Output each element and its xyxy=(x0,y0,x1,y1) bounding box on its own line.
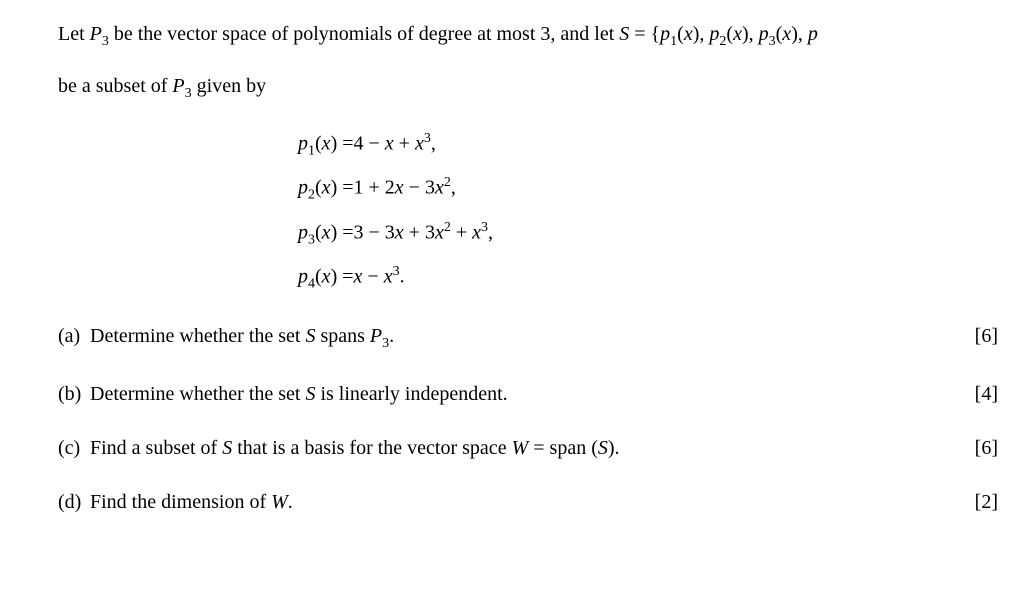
equation-p4: p4(x) =x − x3. xyxy=(298,262,1006,294)
part-a-body: Determine whether the set S spans P3. xyxy=(90,322,394,354)
part-a-marks: [6] xyxy=(975,322,998,350)
part-a-text: (a) Determine whether the set S spans P3… xyxy=(58,322,394,354)
part-a-label: (a) xyxy=(58,322,90,350)
part-d-body: Find the dimension of W. xyxy=(90,488,293,516)
part-c-label: (c) xyxy=(58,434,90,462)
intro-line-2: be a subset of P3 given by xyxy=(58,72,1006,104)
part-c-row: (c) Find a subset of S that is a basis f… xyxy=(58,434,1006,462)
intro-text-2: be a subset of P3 given by xyxy=(58,75,266,97)
part-d-text: (d) Find the dimension of W. xyxy=(58,488,293,516)
part-b-row: (b) Determine whether the set S is linea… xyxy=(58,380,1006,408)
equation-p2: p2(x) =1 + 2x − 3x2, xyxy=(298,173,1006,205)
part-a-row: (a) Determine whether the set S spans P3… xyxy=(58,322,1006,354)
part-d-marks: [2] xyxy=(975,488,998,516)
part-d-label: (d) xyxy=(58,488,90,516)
intro-text: Let P3 be the vector space of polynomial… xyxy=(58,23,818,45)
part-b-text: (b) Determine whether the set S is linea… xyxy=(58,380,508,408)
part-b-label: (b) xyxy=(58,380,90,408)
part-d-row: (d) Find the dimension of W. [2] xyxy=(58,488,1006,516)
equation-p1: p1(x) =4 − x + x3, xyxy=(298,129,1006,161)
part-b-marks: [4] xyxy=(975,380,998,408)
part-c-body: Find a subset of S that is a basis for t… xyxy=(90,434,620,462)
equation-block: p1(x) =4 − x + x3, p2(x) =1 + 2x − 3x2, … xyxy=(298,129,1006,294)
intro-line-1: Let P3 be the vector space of polynomial… xyxy=(58,20,1006,52)
part-b-body: Determine whether the set S is linearly … xyxy=(90,380,508,408)
equation-p3: p3(x) =3 − 3x + 3x2 + x3, xyxy=(298,218,1006,250)
part-c-marks: [6] xyxy=(975,434,998,462)
parts-list: (a) Determine whether the set S spans P3… xyxy=(58,322,1006,516)
part-c-text: (c) Find a subset of S that is a basis f… xyxy=(58,434,620,462)
